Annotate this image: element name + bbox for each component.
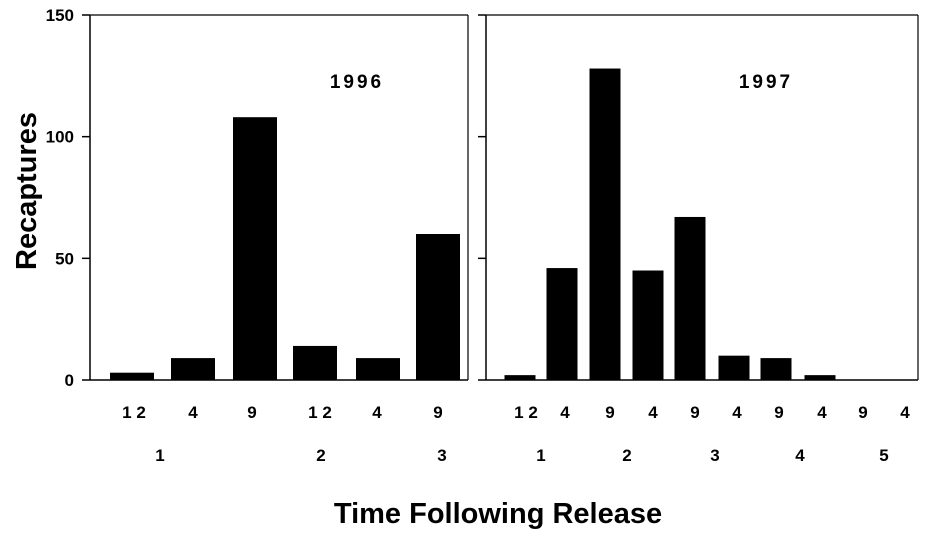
x-tick-label: 9 (605, 403, 614, 422)
x-axis-title: Time Following Release (334, 498, 662, 530)
bar (233, 117, 277, 380)
x-group-label: 5 (879, 446, 888, 465)
bar (632, 270, 664, 380)
bar (356, 358, 400, 380)
bar (416, 234, 460, 380)
x-tick-label: 4 (648, 403, 658, 422)
y-tick-label: 150 (46, 6, 74, 25)
y-tick-label: 100 (46, 128, 74, 147)
panel-title: 1997 (739, 72, 793, 93)
x-group-label: 2 (316, 446, 325, 465)
x-group-label: 4 (795, 446, 805, 465)
panel-1996: 1996 1 2 4 9 1 2 4 9 1 2 3 (82, 14, 469, 465)
x-tick-label: 9 (690, 403, 699, 422)
x-tick-label: 9 (433, 403, 442, 422)
y-axis: 0 50 100 150 (46, 6, 74, 390)
panel-1997: 1997 1 2 4 9 4 9 4 9 4 9 4 1 2 3 4 5 (478, 14, 919, 465)
x-tick-label: 4 (817, 403, 827, 422)
x-tick-label: 4 (732, 403, 742, 422)
bar (760, 358, 792, 380)
x-tick-label: 4 (188, 403, 198, 422)
x-tick-label: 4 (560, 403, 570, 422)
bar (110, 372, 154, 380)
bar (804, 375, 836, 380)
panel-title: 1996 (330, 72, 384, 93)
y-tick-label: 50 (55, 249, 74, 268)
x-tick-label: 9 (858, 403, 867, 422)
x-tick-label: 4 (900, 403, 910, 422)
y-axis-title: Recaptures (11, 112, 43, 270)
bar (546, 268, 578, 380)
x-tick-label: 9 (247, 403, 256, 422)
x-group-label: 1 (536, 446, 545, 465)
x-tick-label: 1 2 (122, 403, 146, 422)
x-tick-label: 1 2 (308, 403, 332, 422)
x-group-label: 1 (155, 446, 164, 465)
x-group-label: 3 (437, 446, 446, 465)
bar (589, 68, 621, 381)
bar (674, 216, 706, 380)
x-tick-label: 9 (774, 403, 783, 422)
y-tick-label: 0 (65, 371, 74, 390)
x-group-label: 2 (622, 446, 631, 465)
bar (293, 345, 337, 380)
x-tick-label: 1 2 (514, 403, 538, 422)
bar (171, 358, 215, 380)
x-group-label: 3 (710, 446, 719, 465)
x-tick-label: 4 (372, 403, 382, 422)
bar (504, 375, 536, 380)
bar (718, 355, 750, 380)
